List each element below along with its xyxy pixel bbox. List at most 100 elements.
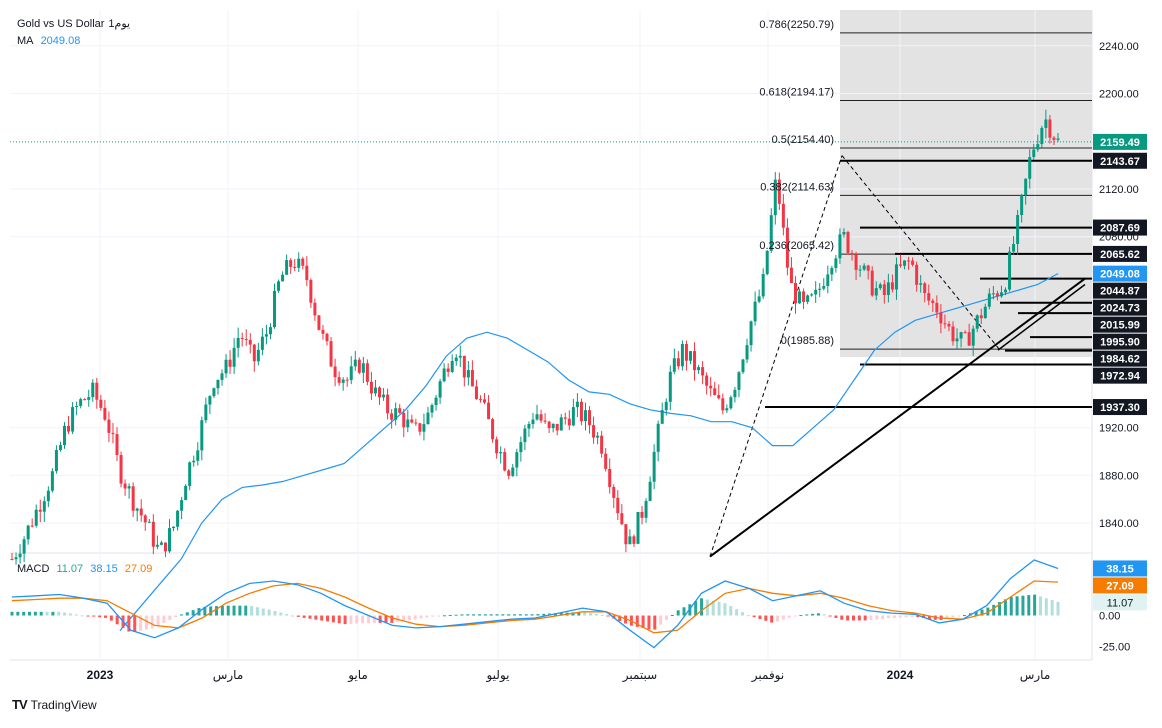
tradingview-brand[interactable]: TV TradingView	[12, 697, 97, 712]
y-tick-label: 1920.00	[1099, 423, 1139, 435]
candle-body	[862, 265, 866, 270]
macd-histogram-bar	[816, 613, 820, 616]
macd-legend[interactable]: MACD 11.07 38.15 27.09	[17, 563, 156, 575]
x-tick-label: 2024	[887, 668, 914, 682]
macd-histogram-bar	[419, 615, 423, 619]
candle-body	[38, 509, 42, 512]
macd-histogram-bar	[68, 613, 72, 616]
candle-body	[927, 293, 931, 301]
macd-histogram-bar	[98, 615, 102, 618]
macd-histogram-bar	[781, 615, 785, 620]
macd-histogram-bar	[203, 606, 207, 616]
candle-body	[579, 401, 583, 422]
candle-body	[46, 490, 50, 502]
candle-body	[244, 338, 248, 340]
candle-body	[842, 232, 846, 235]
candle-body	[172, 526, 176, 529]
candle-body	[301, 258, 305, 266]
macd-histogram-bar	[337, 615, 341, 624]
level-price-badge: 1972.94	[1093, 367, 1147, 384]
candle-body	[660, 410, 664, 424]
macd-histogram-bar	[16, 611, 20, 616]
fib-level-label: 0.5(2154.40)	[772, 134, 834, 146]
macd-histogram-bar	[437, 615, 441, 617]
macd-histogram-bar	[659, 615, 663, 625]
candle-body	[858, 269, 862, 271]
macd-histogram-bar	[1003, 599, 1007, 616]
candle-body	[321, 329, 325, 334]
candle-body	[987, 293, 991, 307]
candle-body	[676, 358, 680, 367]
macd-histogram-bar	[483, 614, 487, 616]
candle-body	[204, 404, 208, 421]
candle-body	[155, 544, 159, 547]
candle-body	[143, 515, 147, 523]
candle-body	[741, 359, 745, 373]
candle-body	[196, 450, 200, 461]
candle-body	[483, 399, 487, 403]
candle-body	[168, 528, 172, 552]
candle-body	[806, 295, 810, 302]
macd-histogram-bar	[489, 614, 493, 616]
candle-body	[753, 301, 757, 322]
y-tick-label: 1840.00	[1099, 518, 1139, 530]
macd-histogram-bar	[600, 614, 604, 616]
candle-body	[588, 410, 592, 426]
candle-body	[394, 408, 398, 420]
candle-body	[551, 423, 555, 429]
candle-body	[63, 425, 67, 446]
macd-histogram-bar	[670, 614, 674, 616]
macd-histogram-bar	[647, 615, 651, 630]
macd-histogram-bar	[1033, 594, 1037, 616]
macd-histogram-bar	[296, 615, 300, 617]
macd-histogram-bar	[57, 611, 61, 616]
candle-body	[911, 260, 915, 265]
candle-body	[1044, 119, 1048, 128]
candle-body	[515, 452, 519, 468]
candle-body	[846, 232, 850, 253]
macd-histogram-bar	[279, 612, 283, 616]
candle-body	[939, 312, 943, 324]
macd-label: MACD	[17, 563, 50, 575]
macd-histogram-bar	[448, 614, 452, 616]
macd-histogram-bar	[150, 615, 154, 629]
candle-body	[357, 359, 361, 373]
moving-average-line	[119, 273, 1059, 631]
candle-body	[34, 509, 38, 526]
macd-histogram-bar	[92, 615, 96, 617]
macd-signal-value: 27.09	[124, 563, 153, 575]
x-tick-label: مايو	[347, 668, 368, 683]
macd-histogram-bar	[273, 610, 277, 616]
candle-body	[915, 264, 919, 285]
candle-body	[519, 442, 523, 453]
candle-body	[50, 471, 54, 491]
macd-histogram-bar	[267, 609, 271, 616]
candle-body	[684, 343, 688, 361]
candle-body	[289, 260, 293, 267]
macd-histogram-bar	[729, 606, 733, 616]
candle-body	[793, 283, 797, 304]
symbol-legend[interactable]: Gold vs US Dollar 1يوم	[17, 17, 134, 30]
candle-body	[10, 558, 14, 560]
candle-body	[434, 397, 438, 406]
candle-body	[636, 511, 640, 544]
candle-body	[717, 395, 721, 399]
candle-body	[422, 424, 426, 432]
macd-histogram-bar	[589, 613, 593, 616]
macd-histogram-bar	[74, 614, 78, 616]
candle-body	[777, 179, 781, 204]
macd-histogram-bar	[840, 615, 844, 620]
candle-body	[1028, 157, 1032, 179]
candle-body	[571, 407, 575, 426]
ma-legend[interactable]: MA 2049.08	[17, 35, 84, 47]
macd-histogram-bar	[740, 612, 744, 616]
macd-histogram-bar	[366, 615, 370, 623]
candle-body	[1008, 251, 1012, 290]
candle-body	[608, 468, 612, 487]
candle-body	[268, 327, 272, 335]
macd-line	[11, 559, 1059, 649]
candle-body	[123, 483, 127, 489]
macd-histogram-bar	[694, 601, 698, 616]
candle-body	[745, 345, 749, 360]
